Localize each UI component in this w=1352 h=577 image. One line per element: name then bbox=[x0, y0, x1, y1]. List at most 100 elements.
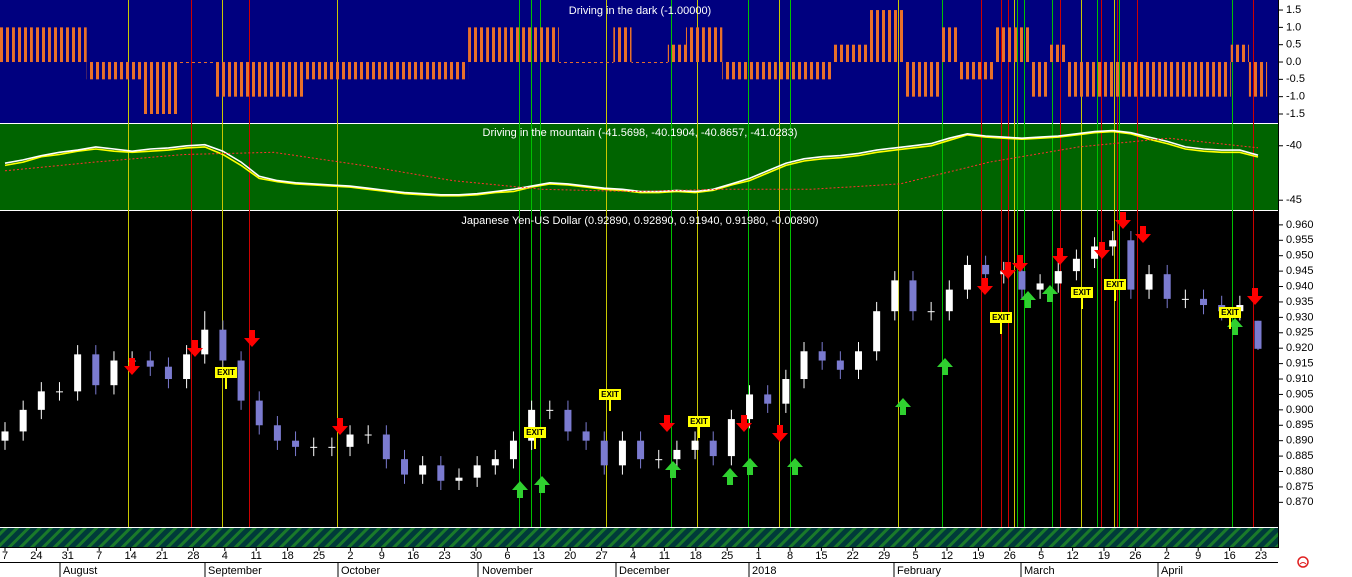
exit-flag bbox=[524, 427, 546, 438]
candle-body bbox=[328, 446, 336, 448]
exit-label: EXIT bbox=[992, 313, 1010, 322]
candle-body bbox=[292, 440, 300, 447]
bar bbox=[758, 62, 777, 80]
buy-arrow bbox=[665, 461, 681, 478]
month-label: December bbox=[619, 565, 670, 577]
y-tick-label: 0.900 bbox=[1286, 404, 1314, 416]
bar bbox=[849, 44, 868, 63]
y-tick-label: 0.925 bbox=[1286, 327, 1314, 339]
candle-body bbox=[1163, 274, 1171, 299]
candle-body bbox=[945, 289, 953, 312]
bar bbox=[1049, 44, 1068, 63]
x-tick-label: 19 bbox=[1098, 550, 1110, 562]
sell-arrow bbox=[977, 278, 993, 295]
y-tick-label: 0.945 bbox=[1286, 265, 1314, 277]
x-tick-label: 28 bbox=[187, 550, 199, 562]
candle-body bbox=[1, 431, 9, 441]
x-tick-label: 12 bbox=[1066, 550, 1078, 562]
buy-arrow bbox=[512, 481, 528, 498]
candle-body bbox=[600, 440, 608, 466]
candle-body bbox=[346, 434, 354, 447]
candle-body bbox=[1091, 246, 1099, 259]
candle-body bbox=[382, 434, 390, 460]
month-label: August bbox=[63, 565, 97, 577]
candle-body bbox=[927, 311, 935, 313]
bar bbox=[213, 62, 232, 97]
bar bbox=[250, 62, 269, 97]
sell-arrow bbox=[772, 425, 788, 442]
bar bbox=[631, 62, 650, 64]
bar bbox=[377, 62, 396, 80]
x-tick-label: 20 bbox=[564, 550, 576, 562]
candle-body bbox=[37, 391, 45, 410]
candle-body bbox=[201, 329, 209, 355]
buy-arrow bbox=[1042, 285, 1058, 302]
y-tick-label: 0.940 bbox=[1286, 280, 1314, 292]
y-tick-label: 1.0 bbox=[1286, 21, 1301, 33]
x-tick-label: 2 bbox=[1164, 550, 1170, 562]
y-tick-label: 0.915 bbox=[1286, 358, 1314, 370]
bar bbox=[1031, 62, 1050, 97]
sell-arrow bbox=[736, 415, 752, 432]
sell-arrow bbox=[1247, 288, 1263, 305]
candle-body bbox=[746, 394, 754, 420]
candle-body bbox=[982, 264, 990, 275]
exit-flag bbox=[1104, 279, 1126, 290]
exit-flag bbox=[215, 367, 237, 378]
y-tick-label: -45 bbox=[1286, 194, 1302, 206]
bar bbox=[613, 27, 632, 63]
bar bbox=[903, 62, 923, 97]
bar bbox=[104, 62, 124, 80]
candle-body bbox=[655, 459, 663, 461]
panel-title: Japanese Yen-US Dollar (0.92890, 0.92890… bbox=[461, 215, 818, 227]
bar bbox=[1121, 62, 1140, 97]
candle-body bbox=[546, 409, 554, 411]
month-label: October bbox=[341, 565, 380, 577]
candle-body bbox=[673, 449, 681, 460]
bar bbox=[449, 62, 469, 80]
y-tick-label: 0.905 bbox=[1286, 388, 1314, 400]
candle-body bbox=[528, 409, 536, 441]
bar bbox=[359, 62, 378, 80]
price-panel bbox=[0, 211, 1278, 527]
x-tick-label: 7 bbox=[96, 550, 102, 562]
month-label: September bbox=[208, 565, 262, 577]
sell-arrow bbox=[1052, 248, 1068, 265]
bar bbox=[141, 62, 160, 114]
bar bbox=[1067, 62, 1086, 97]
bar bbox=[940, 27, 959, 63]
candle-body bbox=[909, 280, 917, 312]
candle-body bbox=[1109, 240, 1117, 247]
bar bbox=[68, 27, 87, 63]
x-tick-label: 9 bbox=[1195, 550, 1201, 562]
sell-arrow bbox=[1000, 262, 1016, 279]
candle-body bbox=[1054, 271, 1062, 284]
x-tick-label: 5 bbox=[913, 550, 919, 562]
buy-arrow bbox=[742, 458, 758, 475]
bar bbox=[1230, 44, 1249, 63]
bar bbox=[504, 27, 523, 63]
bar bbox=[1248, 62, 1268, 97]
bar bbox=[177, 62, 196, 64]
x-tick-label: 16 bbox=[407, 550, 419, 562]
bar bbox=[813, 62, 832, 80]
candle-body bbox=[836, 360, 844, 370]
x-tick-label: 25 bbox=[313, 550, 325, 562]
sell-arrow bbox=[1012, 255, 1028, 272]
candle-body bbox=[1018, 271, 1026, 290]
sell-arrow bbox=[1135, 226, 1151, 243]
candle-body bbox=[273, 425, 281, 441]
x-tick-label: 12 bbox=[941, 550, 953, 562]
y-tick-label: 0.870 bbox=[1286, 496, 1314, 508]
bar bbox=[595, 62, 614, 64]
bar bbox=[1085, 62, 1104, 97]
bar bbox=[159, 62, 178, 114]
bar bbox=[740, 62, 759, 80]
bar bbox=[231, 62, 251, 97]
x-tick-label: 31 bbox=[62, 550, 74, 562]
candle-body bbox=[164, 366, 172, 380]
x-tick-label: 5 bbox=[1038, 550, 1044, 562]
bar bbox=[722, 62, 741, 80]
panel-title: Driving in the dark (-1.00000) bbox=[569, 5, 711, 17]
